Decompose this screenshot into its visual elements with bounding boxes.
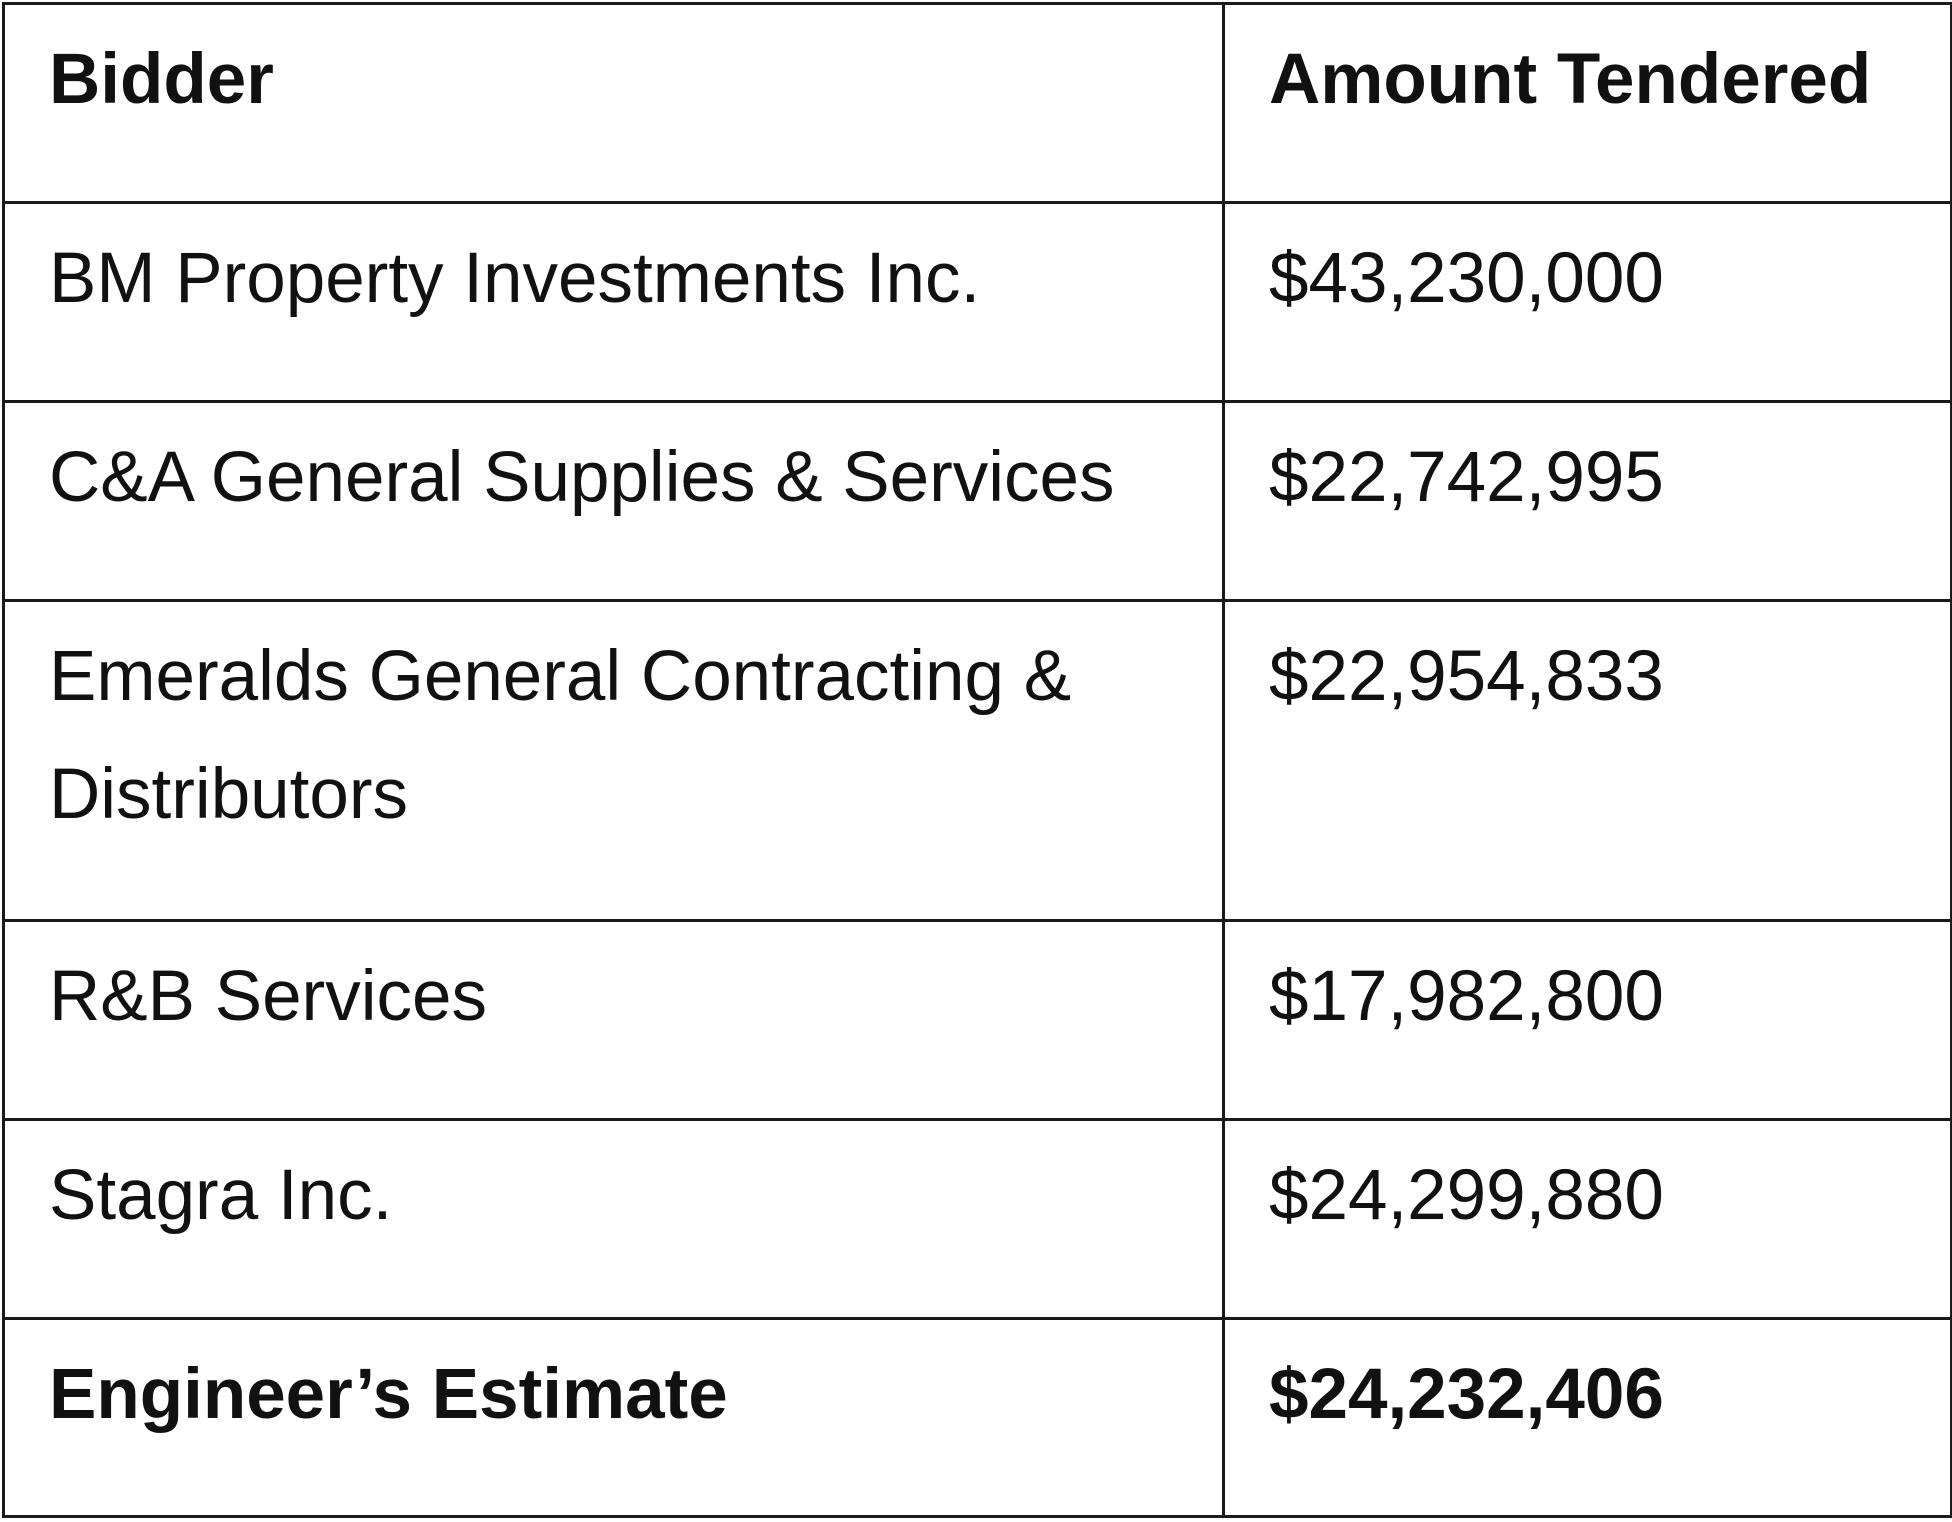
bidder-name: Emeralds General Contracting & Distribut… bbox=[2, 599, 1225, 922]
amount-tendered: $22,954,833 bbox=[1222, 599, 1952, 922]
estimate-amount: $24,232,406 bbox=[1222, 1317, 1952, 1518]
bidder-name: Stagra Inc. bbox=[2, 1118, 1225, 1320]
table-header-row: Bidder Amount Tendered bbox=[2, 2, 1952, 204]
amount-tendered: $17,982,800 bbox=[1222, 919, 1952, 1121]
bidder-name: C&A General Supplies & Services bbox=[2, 400, 1225, 602]
bidder-name: BM Property Investments Inc. bbox=[2, 201, 1225, 403]
table-row: BM Property Investments Inc. $43,230,000 bbox=[2, 201, 1952, 403]
bidder-name: R&B Services bbox=[2, 919, 1225, 1121]
engineers-estimate-row: Engineer’s Estimate $24,232,406 bbox=[2, 1317, 1952, 1518]
amount-tendered: $24,299,880 bbox=[1222, 1118, 1952, 1320]
table-row: Emeralds General Contracting & Distribut… bbox=[2, 599, 1952, 922]
table-row: C&A General Supplies & Services $22,742,… bbox=[2, 400, 1952, 602]
estimate-label: Engineer’s Estimate bbox=[2, 1317, 1225, 1518]
amount-tendered: $22,742,995 bbox=[1222, 400, 1952, 602]
table-row: Stagra Inc. $24,299,880 bbox=[2, 1118, 1952, 1320]
header-amount-tendered: Amount Tendered bbox=[1222, 2, 1952, 204]
amount-tendered: $43,230,000 bbox=[1222, 201, 1952, 403]
table-row: R&B Services $17,982,800 bbox=[2, 919, 1952, 1121]
header-bidder: Bidder bbox=[2, 2, 1225, 204]
